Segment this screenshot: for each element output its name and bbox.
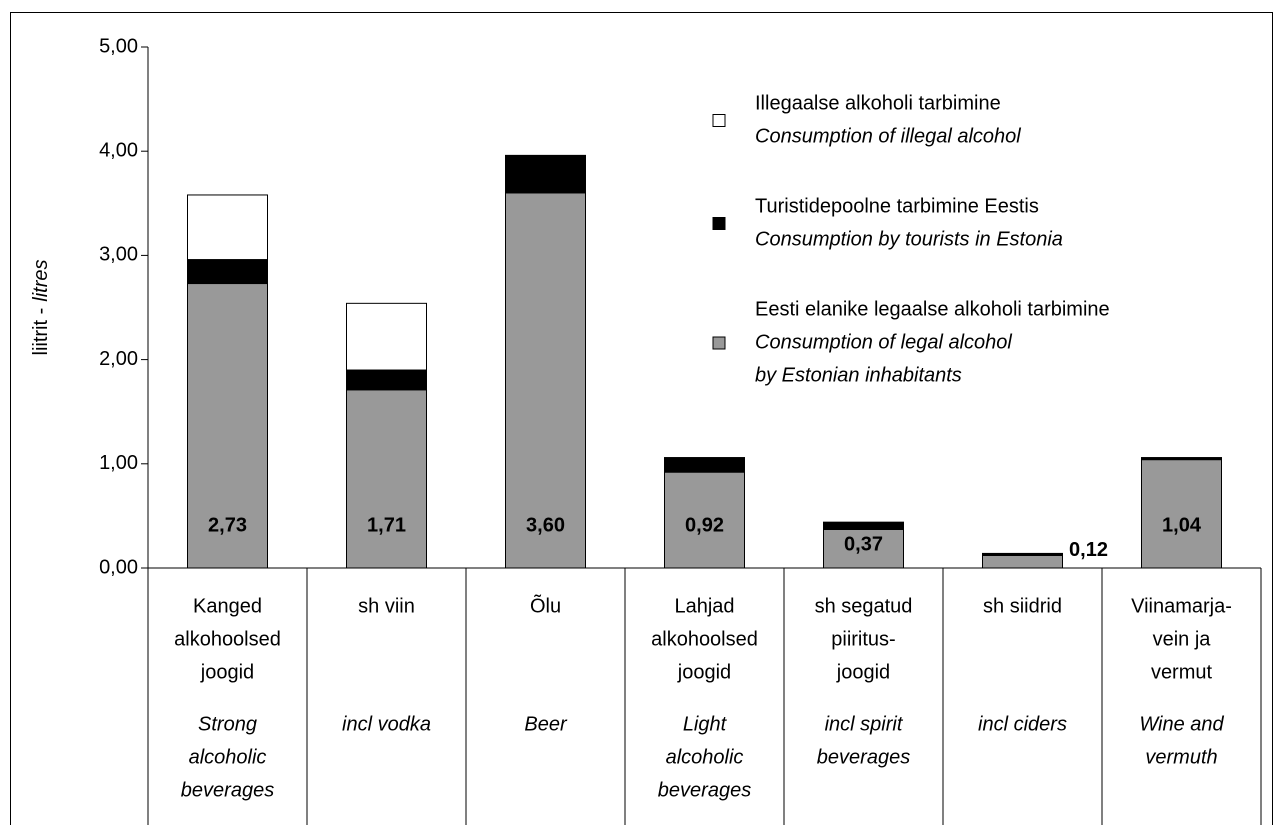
- legend-label: Eesti elanike legaalse alkoholi tarbimin…: [755, 298, 1110, 320]
- value-label: 0,12: [1069, 539, 1108, 561]
- y-tick-label: 0,00: [99, 556, 138, 578]
- x-tick-label: piiritus-: [831, 628, 895, 650]
- bar-segment: [505, 154, 586, 194]
- bar-segment: [823, 521, 904, 530]
- bar-segment: [187, 259, 268, 285]
- bar-segment: [823, 528, 904, 569]
- bar-segment: [1141, 457, 1222, 461]
- legend-label: Turistidepoolne tarbimine Eestis: [755, 195, 1039, 217]
- x-tick-label-en: Wine and: [1139, 713, 1224, 735]
- bar-segment: [982, 554, 1063, 569]
- x-tick-label: alkohoolsed: [651, 628, 758, 650]
- value-label: 3,60: [526, 514, 565, 536]
- y-tick-label: 2,00: [99, 348, 138, 370]
- x-tick-label-en: incl ciders: [978, 713, 1067, 735]
- x-tick-label: joogid: [836, 661, 890, 683]
- x-tick-label: sh segatud: [815, 595, 913, 617]
- y-label-italic: litres: [30, 260, 52, 302]
- bar-segment: [664, 471, 745, 569]
- x-tick-label-en: incl spirit: [825, 713, 904, 735]
- x-tick-label-en: Light: [683, 713, 728, 735]
- y-axis-label: liitrit - litres: [30, 260, 52, 356]
- x-tick-label: vermut: [1151, 661, 1213, 683]
- bar-segment: [346, 369, 427, 391]
- x-tick-label-en: alcoholic: [189, 746, 267, 768]
- bar-segment: [664, 457, 745, 473]
- legend-box: [705, 82, 1225, 394]
- legend-label-en: Consumption of legal alcohol: [755, 331, 1012, 353]
- value-label: 1,71: [367, 514, 406, 536]
- y-tick-label: 1,00: [99, 452, 138, 474]
- chart-frame: [10, 12, 1273, 825]
- bar-segment: [505, 192, 586, 569]
- legend-label: Illegaalse alkoholi tarbimine: [755, 92, 1001, 114]
- bar-segment: [346, 302, 427, 371]
- y-label-text: liitrit -: [30, 308, 52, 356]
- y-tick-label: 3,00: [99, 244, 138, 266]
- x-tick-label: Lahjad: [674, 595, 734, 617]
- legend-swatch: [712, 217, 726, 230]
- x-tick-label-en: vermuth: [1145, 746, 1217, 768]
- legend-swatch: [712, 336, 726, 350]
- legend-swatch: [712, 114, 726, 127]
- y-tick-label: 4,00: [99, 139, 138, 161]
- x-tick-label: sh viin: [358, 595, 415, 617]
- x-tick-label-en: beverages: [181, 779, 274, 801]
- x-tick-label-en: alcoholic: [666, 746, 744, 768]
- value-label: 0,92: [685, 514, 724, 536]
- y-tick-label: 5,00: [99, 35, 138, 57]
- value-label: 1,04: [1162, 514, 1202, 536]
- legend-label-en: Consumption of illegal alcohol: [755, 125, 1021, 147]
- bar-segment: [187, 283, 268, 569]
- bar-segment: [187, 194, 268, 261]
- bar-segment: [1141, 459, 1222, 569]
- x-tick-label: Viinamarja-: [1131, 595, 1232, 617]
- x-tick-label: sh siidrid: [983, 595, 1062, 617]
- x-tick-label: alkohoolsed: [174, 628, 281, 650]
- x-tick-label-en: Beer: [524, 713, 568, 735]
- x-tick-label-en: incl vodka: [342, 713, 431, 735]
- x-tick-label-en: Strong: [198, 713, 257, 735]
- legend-label-en: by Estonian inhabitants: [755, 364, 962, 386]
- x-tick-label: joogid: [677, 661, 731, 683]
- x-tick-label: joogid: [200, 661, 254, 683]
- value-label: 2,73: [208, 514, 247, 536]
- bar-segment: [346, 389, 427, 569]
- legend-label-en: Consumption by tourists in Estonia: [755, 228, 1063, 250]
- x-tick-label-en: beverages: [658, 779, 751, 801]
- x-tick-label-en: beverages: [817, 746, 910, 768]
- x-tick-label: Õlu: [530, 593, 561, 617]
- bar-segment: [982, 552, 1063, 556]
- x-tick-label: Kanged: [193, 595, 262, 617]
- x-tick-label: vein ja: [1153, 628, 1212, 650]
- value-label: 0,37: [844, 534, 883, 556]
